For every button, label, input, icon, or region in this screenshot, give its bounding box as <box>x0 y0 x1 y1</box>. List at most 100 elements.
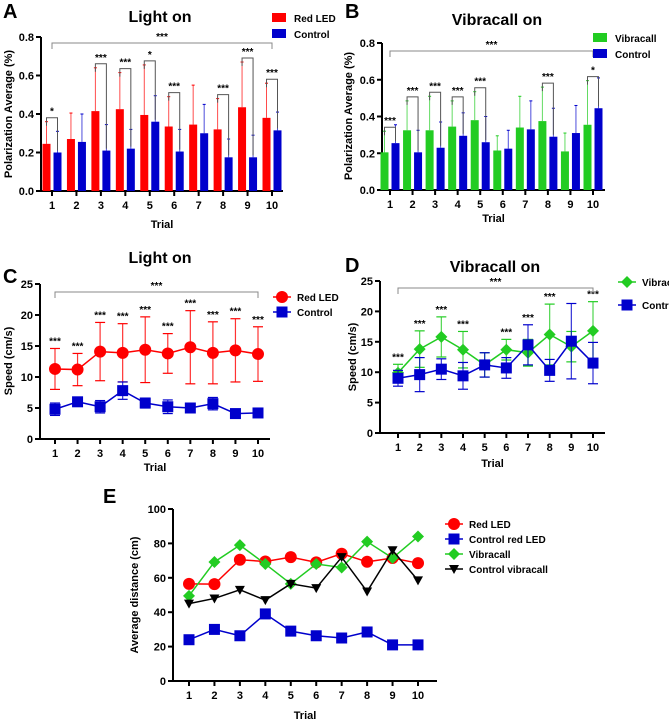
legend-label: Control <box>297 308 333 319</box>
point-control <box>139 397 151 409</box>
legend-swatch <box>272 13 286 22</box>
bar-control <box>53 152 62 191</box>
legend: Red LED Control <box>272 13 336 41</box>
y-tick-label: 0.4 <box>360 112 376 124</box>
x-tick-label: 10 <box>587 442 599 454</box>
significance-bracket <box>266 78 278 129</box>
x-tick-label: 4 <box>120 448 127 460</box>
x-tick-label: 6 <box>500 199 506 211</box>
significance-marker: *** <box>414 319 426 330</box>
bar-vibracall <box>560 151 569 190</box>
point-vibracall <box>457 343 469 356</box>
y-tick-label: 5 <box>367 398 373 410</box>
point-vibracall <box>412 530 424 543</box>
x-tick-label: 7 <box>522 199 528 211</box>
x-tick-label: 4 <box>455 199 462 211</box>
y-tick-label: 0.2 <box>360 148 375 160</box>
panel-label: E <box>103 486 116 508</box>
point-control <box>522 339 534 351</box>
panel-c: C Light on 0 5 10 15 20 25 1 2 3 4 5 6 7 8 9 10 Trial Speed… <box>3 250 339 474</box>
y-tick-label: 0.6 <box>19 71 34 83</box>
point-red-led <box>183 577 195 590</box>
x-tick-label: 6 <box>503 442 509 454</box>
significance-bracket <box>119 68 132 147</box>
significance-marker: *** <box>544 292 556 303</box>
panel-label: C <box>3 266 17 288</box>
significance-marker: *** <box>95 53 107 64</box>
point-control <box>435 363 447 375</box>
bar-control <box>126 148 135 191</box>
significance-marker: *** <box>217 84 229 95</box>
line-red-led <box>54 346 259 371</box>
point-red-led <box>284 551 297 564</box>
y-tick-label: 0.8 <box>19 32 34 44</box>
bar-vibracall <box>515 127 524 190</box>
point-red-led <box>184 341 197 354</box>
x-tick-label: 2 <box>211 690 217 702</box>
x-tick-label: 1 <box>52 448 58 460</box>
x-tick-label: 3 <box>432 199 438 211</box>
panel-a: A Light on 0.0 0.2 0.4 0.6 0.8 1 2 3 4 5 6 7 8 9 10 Trial… <box>3 1 336 231</box>
x-tick-label: 4 <box>262 690 269 702</box>
point-control <box>229 408 241 420</box>
significance-marker: *** <box>119 58 131 69</box>
point-control-red-led <box>259 608 271 620</box>
point-control-red-led <box>285 625 297 637</box>
y-axis-label: Average distance (cm) <box>129 536 141 653</box>
bar-control <box>151 121 160 191</box>
overall-significance-marker: *** <box>486 40 498 51</box>
bar-control <box>249 157 258 191</box>
significance-marker: *** <box>392 352 404 363</box>
legend-label: Control <box>615 50 651 61</box>
point-control-red-led <box>412 639 424 651</box>
significance-marker: *** <box>184 299 196 310</box>
significance-marker: *** <box>384 116 396 127</box>
bar-vibracall <box>493 150 502 190</box>
bar-control <box>391 143 400 190</box>
x-tick-label: 7 <box>339 690 345 702</box>
significance-marker: *** <box>139 305 151 316</box>
legend-swatch <box>593 49 607 58</box>
x-tick-label: 8 <box>210 448 216 460</box>
bar-red-led <box>164 126 173 191</box>
bar-red-led <box>115 109 124 191</box>
line-vibracall <box>397 330 594 374</box>
bar-control <box>102 150 111 191</box>
significance-bracket <box>474 87 487 141</box>
significance-bracket <box>384 126 396 142</box>
overall-significance-bracket <box>389 50 594 57</box>
line-control <box>54 389 259 415</box>
significance-marker: * <box>591 66 595 77</box>
x-axis-label: Trial <box>481 458 504 470</box>
legend-marker <box>448 518 460 530</box>
point-control <box>500 362 512 374</box>
bar-vibracall <box>470 120 479 190</box>
bar-red-led <box>91 111 100 191</box>
significance-marker: *** <box>435 305 447 316</box>
point-control-vibracall <box>387 546 398 556</box>
x-tick-label: 2 <box>73 200 79 212</box>
legend-marker <box>276 306 288 318</box>
y-axis-label: Speed (cm/s) <box>3 326 15 395</box>
significance-bracket <box>46 117 58 151</box>
x-tick-label: 9 <box>568 442 574 454</box>
legend-marker <box>448 548 460 560</box>
significance-bracket <box>406 96 419 151</box>
x-tick-label: 5 <box>288 690 294 702</box>
point-control <box>207 398 219 410</box>
point-red-led <box>361 555 374 568</box>
bar-control <box>504 148 513 190</box>
y-tick-label: 0.0 <box>360 185 375 197</box>
point-control <box>184 402 196 414</box>
significance-marker: *** <box>266 68 278 79</box>
x-tick-label: 8 <box>220 200 226 212</box>
significance-marker: *** <box>587 290 599 301</box>
point-control <box>49 403 61 415</box>
overall-significance-marker: *** <box>490 277 502 288</box>
bar-vibracall <box>538 121 547 190</box>
point-vibracall <box>259 558 272 571</box>
point-control <box>457 370 469 382</box>
significance-marker: *** <box>242 47 254 58</box>
point-control <box>94 401 106 413</box>
